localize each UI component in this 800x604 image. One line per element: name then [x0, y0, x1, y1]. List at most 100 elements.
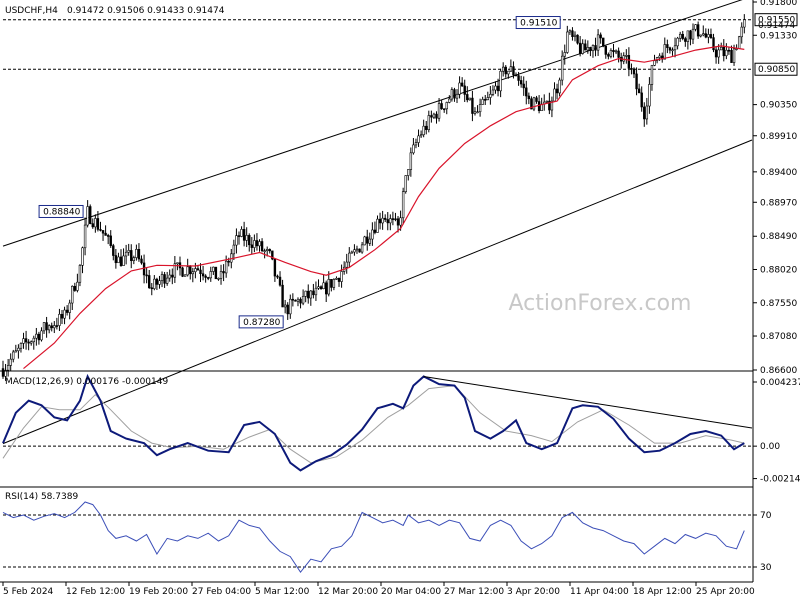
- x-tick-label: 12 Mar 20:00: [318, 587, 378, 597]
- candle-body: [30, 341, 33, 344]
- candle-body: [481, 99, 484, 105]
- candle-body: [627, 55, 631, 69]
- candle-body: [50, 325, 53, 329]
- candle-body: [442, 108, 446, 111]
- candle-body: [71, 285, 74, 304]
- price-tick-label: 0.86600: [760, 366, 797, 376]
- candle-body: [81, 247, 84, 266]
- candle-body: [312, 290, 315, 296]
- price-tick-label: 0.90350: [760, 101, 797, 111]
- price-label-box: [754, 62, 798, 76]
- candle-body: [571, 30, 574, 37]
- candle-body: [412, 144, 415, 154]
- candle-body: [499, 70, 502, 92]
- candle-body: [266, 249, 269, 251]
- candle-body: [76, 281, 79, 291]
- candle-body: [607, 54, 610, 57]
- candle-body: [578, 42, 582, 54]
- candle-body: [273, 258, 277, 277]
- candle-body: [389, 218, 392, 224]
- candle-body: [335, 277, 338, 280]
- candle-body: [702, 33, 705, 36]
- candle-body: [512, 66, 515, 76]
- candle-body: [489, 94, 492, 98]
- candle-body: [643, 106, 646, 120]
- candle-body: [309, 290, 313, 299]
- candle-body: [83, 224, 87, 249]
- candle-body: [437, 103, 441, 119]
- candle-body: [358, 248, 361, 253]
- candle-body: [589, 47, 592, 52]
- candle-body: [32, 337, 35, 343]
- candle-body: [740, 26, 743, 38]
- candle-body: [189, 266, 192, 275]
- candle-body: [496, 85, 500, 92]
- candle-body: [545, 100, 548, 103]
- chart-header-symbol: USDCHF,H4: [5, 6, 58, 16]
- candle-body: [235, 235, 238, 246]
- candle-body: [58, 313, 61, 326]
- candle-body: [696, 24, 700, 37]
- candle-body: [435, 113, 438, 119]
- price-label-box: [754, 13, 798, 27]
- candle-body: [730, 50, 733, 63]
- trend-channel-upper: [2, 0, 743, 247]
- candle-body: [314, 287, 318, 296]
- candle-body: [137, 249, 141, 260]
- candle-body: [89, 206, 92, 224]
- candle-body: [214, 266, 218, 280]
- candle-body: [717, 49, 720, 58]
- candle-body: [722, 46, 725, 57]
- candle-body: [17, 347, 20, 352]
- x-tick-label: 5 Mar 12:00: [255, 587, 310, 597]
- candle-body: [432, 113, 436, 118]
- candle-body: [525, 87, 528, 97]
- candle-body: [224, 260, 228, 274]
- candle-body: [65, 309, 69, 313]
- candle-body: [255, 240, 259, 247]
- candle-body: [381, 217, 384, 224]
- candle-body: [517, 75, 520, 81]
- candle-body: [720, 46, 723, 51]
- candle-body: [558, 79, 561, 94]
- candle-body: [504, 66, 507, 75]
- candle-body: [212, 266, 215, 272]
- candle-body: [340, 271, 343, 282]
- candle-body: [632, 68, 636, 75]
- candle-body: [371, 229, 374, 240]
- candle-body: [204, 275, 207, 278]
- candle-body: [99, 229, 102, 231]
- macd-trendline: [423, 376, 753, 429]
- candle-body: [158, 280, 161, 285]
- candle-body: [725, 49, 728, 57]
- candle-body: [678, 33, 682, 39]
- x-tick-label: 27 Mar 12:00: [444, 587, 504, 597]
- candle-body: [445, 102, 448, 110]
- candle-body: [645, 105, 649, 120]
- x-tick-label: 12 Feb 12:00: [66, 587, 125, 597]
- candle-body: [289, 298, 292, 315]
- candle-body: [150, 287, 153, 290]
- candle-body: [258, 241, 261, 247]
- candle-body: [463, 85, 466, 95]
- candle-body: [27, 341, 30, 344]
- candle-body: [63, 309, 66, 319]
- candle-body: [330, 279, 333, 288]
- candle-body: [404, 175, 407, 192]
- candle-body: [391, 218, 395, 220]
- candle-body: [450, 89, 454, 100]
- candle-body: [476, 111, 479, 114]
- candle-body: [317, 286, 320, 289]
- candle-body: [612, 50, 615, 53]
- price-tick-label: 0.88020: [760, 266, 797, 276]
- candle-body: [104, 232, 107, 236]
- candle-body: [78, 265, 82, 283]
- candle-body: [376, 218, 379, 233]
- candle-body: [396, 218, 400, 226]
- candle-body: [209, 271, 212, 279]
- candle-body: [40, 330, 43, 341]
- candle-body: [548, 100, 551, 111]
- candle-body: [694, 24, 697, 30]
- candle-body: [532, 97, 536, 110]
